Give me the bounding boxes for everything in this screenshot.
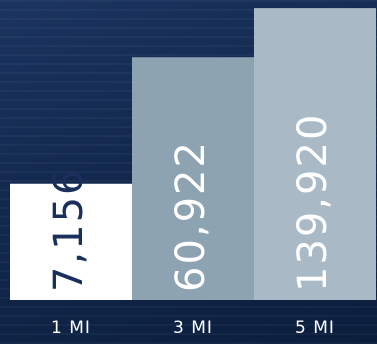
x-axis-tick-label: 1 MI: [51, 318, 91, 338]
bar-5-mi: [254, 8, 376, 301]
bar-value-label: 139,920: [290, 113, 336, 292]
x-axis-tick-label: 5 MI: [295, 318, 335, 338]
bar-3-mi: [132, 57, 254, 300]
bar-value-label: 60,922: [168, 140, 214, 292]
x-axis-tick-label: 3 MI: [173, 318, 213, 338]
bar-value-label: 7,156: [46, 167, 92, 292]
bar-1-mi: [10, 183, 132, 300]
